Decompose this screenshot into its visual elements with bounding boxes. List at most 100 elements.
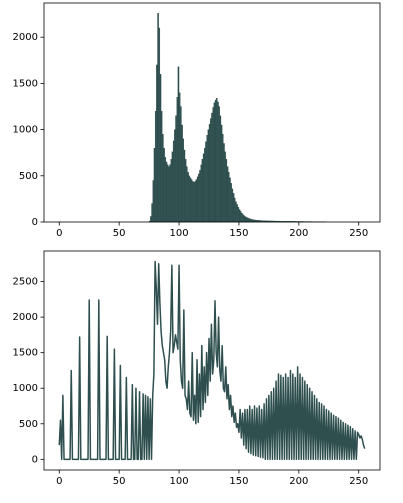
axes-frame [43,2,381,223]
bar [218,106,220,223]
bar [244,216,247,223]
x-tick-label: 0 [56,228,62,239]
bar [235,201,237,223]
bar [228,171,230,223]
x-tick-label: 150 [229,228,248,239]
bar [243,215,246,223]
bar [241,213,243,223]
bar [242,214,244,223]
bar [200,164,202,223]
bar [223,143,225,223]
bar [250,219,253,223]
x-tick-label: 250 [349,228,368,239]
bar [186,166,188,223]
y-tick-label: 1000 [13,125,38,136]
bar [170,159,173,223]
bar [194,181,196,223]
bar [182,138,185,223]
bar [174,129,176,223]
y-tick-label: 1500 [13,78,38,89]
bar [168,166,170,223]
bar [239,211,242,223]
bar [216,98,218,223]
y-tick-label: 2500 [13,277,38,288]
bar [202,153,205,223]
bar [165,161,168,223]
bar [154,110,157,223]
bar [222,134,224,223]
bar [162,134,164,223]
bar [187,171,189,223]
bar [248,218,250,223]
bar [193,182,195,223]
bar [195,179,198,223]
bar [151,203,153,223]
bar [164,157,167,223]
y-tick-label: 500 [19,419,38,430]
bar [181,124,183,223]
bar [183,149,186,223]
line [58,260,366,461]
bar [214,99,217,223]
bar [192,181,194,223]
bar [158,27,161,223]
bar [172,140,175,223]
bar [210,118,212,223]
x-tick-label: 200 [289,228,308,239]
bar [232,193,235,223]
bar [160,110,163,223]
bar [199,170,201,223]
bar [224,151,226,223]
y-tick-label: 2000 [13,32,38,43]
bar [190,179,193,223]
x-tick-label: 200 [289,476,308,487]
bar [217,101,219,223]
bar [171,151,174,223]
bar [220,124,223,223]
bar [236,204,238,223]
bar [230,183,232,223]
bar [206,134,208,223]
y-tick-label: 2000 [13,312,38,323]
bar [213,102,216,223]
bar [234,197,236,223]
bar [226,166,229,223]
y-tick-label: 1500 [13,348,38,359]
y-tick-label: 500 [19,171,38,182]
bar [211,112,213,223]
bar [207,129,210,223]
bar [208,123,211,223]
bar [196,176,199,223]
bar [188,175,190,223]
bar [177,66,180,223]
x-tick-label: 250 [349,476,368,487]
bar [184,159,187,223]
bar [178,92,181,223]
bar [169,164,171,223]
bar [159,74,162,223]
bar [204,147,206,223]
bar [163,147,165,223]
x-tick-label: 100 [170,476,189,487]
bar [152,180,155,223]
x-tick-label: 50 [113,228,126,239]
bar [229,177,231,223]
bar [238,209,241,223]
bar [237,207,240,223]
bar [157,13,159,223]
bar [189,177,192,223]
bar [156,64,158,223]
bar [176,97,179,223]
bar [225,159,228,223]
y-tick-label: 1000 [13,383,38,394]
bar [205,141,207,223]
bar [150,216,152,223]
bar [175,115,177,223]
bar [212,107,214,223]
bar [219,115,222,223]
bar [198,173,200,223]
bar [153,147,156,223]
bar [245,217,248,223]
